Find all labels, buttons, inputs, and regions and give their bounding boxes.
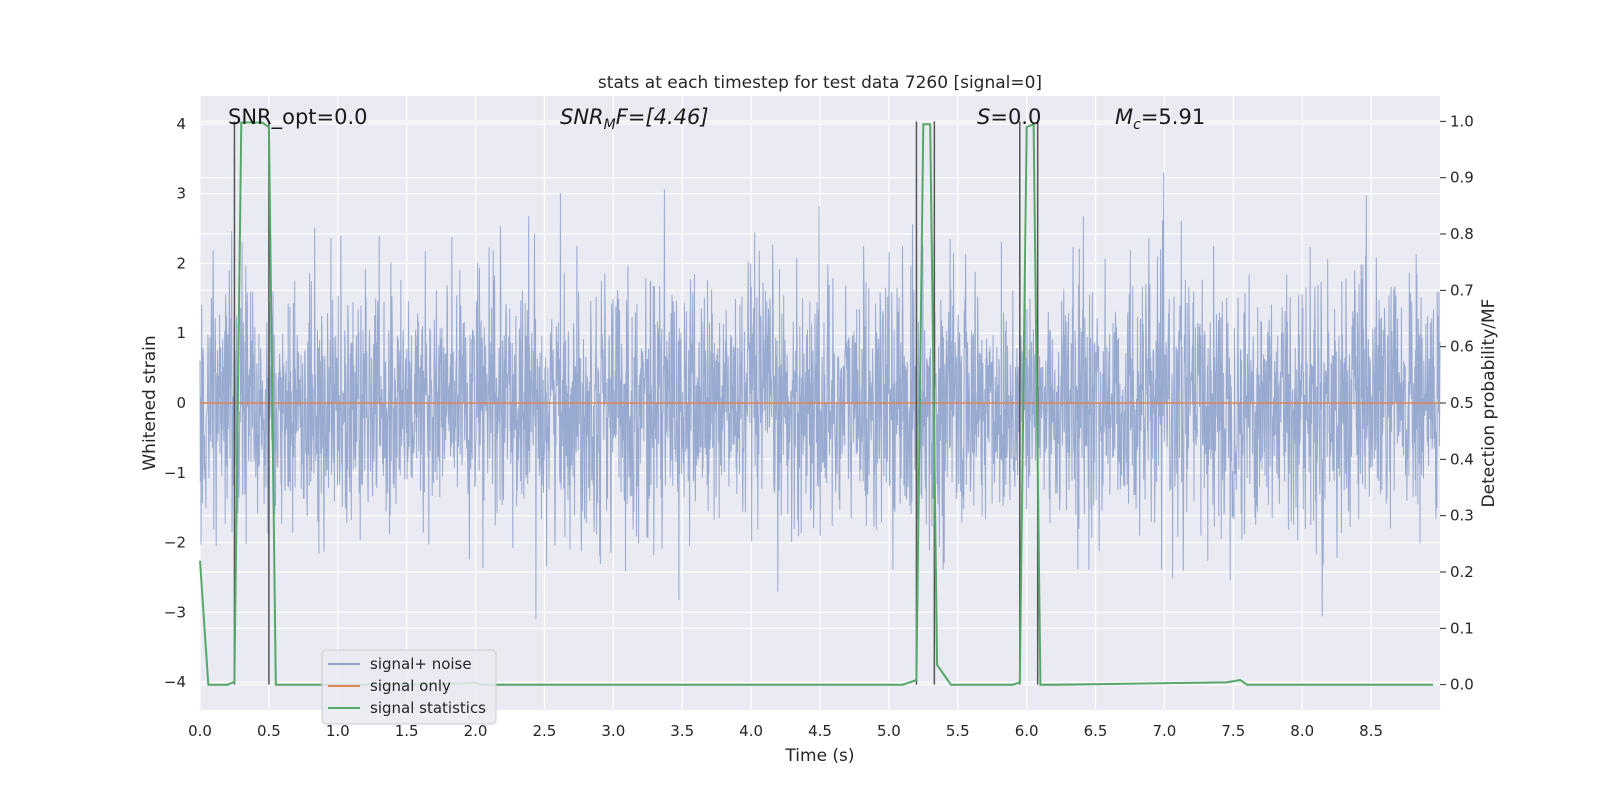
x-tick-label: 6.5 [1084,722,1108,740]
series-signal-statistics [199,121,1434,686]
y-tick-label: 3 [176,185,186,203]
annotation-snr-mf: SNRMF=[4.46] [560,105,709,133]
y-tick-label: 2 [176,254,186,272]
annotation-snr-mf-f: F=[4.46] [616,105,709,129]
y-tick-label: −1 [164,464,186,482]
legend-label-signal-noise: signal+ noise [370,655,472,673]
y2-tick-label: 0.5 [1450,394,1474,412]
annotation-s-value: =0.0 [990,105,1041,129]
y-axis-label: Whitened strain [140,335,160,470]
x-tick-label: 7.5 [1221,722,1245,740]
x-tick-label: 5.5 [946,722,970,740]
y2-tick-label: 0.6 [1450,338,1474,356]
y2-tick-label: 0.9 [1450,169,1474,187]
annotation-s: S=0.0 [977,105,1041,129]
y-axis-ticks: −4 −3 −2 −1 0 1 2 3 4 [164,115,186,691]
annotation-snr-mf-sub: M [604,117,616,133]
x-tick-label: 5.0 [877,722,901,740]
x-tick-label: 4.5 [808,722,832,740]
x-axis-label: Time (s) [784,746,854,766]
x-tick-label: 1.5 [395,722,419,740]
annotation-mc-name: M [1115,105,1133,129]
x-tick-label: 0.5 [257,722,281,740]
x-tick-label: 2.5 [533,722,557,740]
series-signal-noise [199,172,1441,620]
signal-noise-line [199,172,1441,620]
legend-label-signal-statistics: signal statistics [370,699,486,717]
legend: signal+ noise signal only signal statist… [321,649,497,725]
x-tick-label: 7.0 [1153,722,1177,740]
y2-tick-label: 1.0 [1450,112,1474,130]
y2-axis-label: Detection probability/MF [1479,299,1499,508]
annotation-snr-opt: SNR_opt=0.0 [228,105,368,130]
annotation-s-name: S [977,105,990,129]
x-tick-label: 2.0 [464,722,488,740]
x-tick-label: 6.0 [1015,722,1039,740]
x-tick-label: 3.5 [670,722,694,740]
y2-tick-label: 0.4 [1450,450,1474,468]
legend-box [321,649,497,725]
x-tick-label: 1.0 [326,722,350,740]
annotation-mc-sub: c [1133,117,1141,133]
y2-tick-label: 0.1 [1450,619,1474,637]
signal-statistics-line [199,121,1434,686]
y-tick-label: −2 [164,534,186,552]
x-tick-label: 8.5 [1359,722,1383,740]
y2-tick-label: 0.7 [1450,281,1474,299]
y2-tick-label: 0.8 [1450,225,1474,243]
y2-tick-label: 0.3 [1450,507,1474,525]
legend-label-signal-only: signal only [370,677,451,695]
y-tick-label: 0 [176,394,186,412]
y2-tick-label: 0.2 [1450,563,1474,581]
y-tick-label: −3 [164,603,186,621]
annotation-snr-mf-name: SNR [560,105,604,129]
y-tick-label: 1 [176,324,186,342]
x-tick-label: 3.0 [601,722,625,740]
x-tick-label: 4.0 [739,722,763,740]
y2-axis-ticks: 0.0 0.1 0.2 0.3 0.4 0.5 0.6 0.7 0.8 0.9 1.0 [1440,112,1474,694]
x-tick-label: 0.0 [188,722,212,740]
chart-title: stats at each timestep for test data 726… [598,73,1042,93]
y-tick-label: −4 [164,673,186,691]
x-axis-ticks: 0.0 0.5 1.0 1.5 2.0 2.5 3.0 3.5 4.0 4.5 5.0 5.5 6.0 6… [188,722,1383,740]
annotation-mc-value: =5.91 [1141,105,1205,129]
y2-tick-label: 0.0 [1450,676,1474,694]
x-tick-label: 8.0 [1290,722,1314,740]
annotation-mc: Mc=5.91 [1115,105,1205,133]
y-tick-label: 4 [176,115,186,133]
